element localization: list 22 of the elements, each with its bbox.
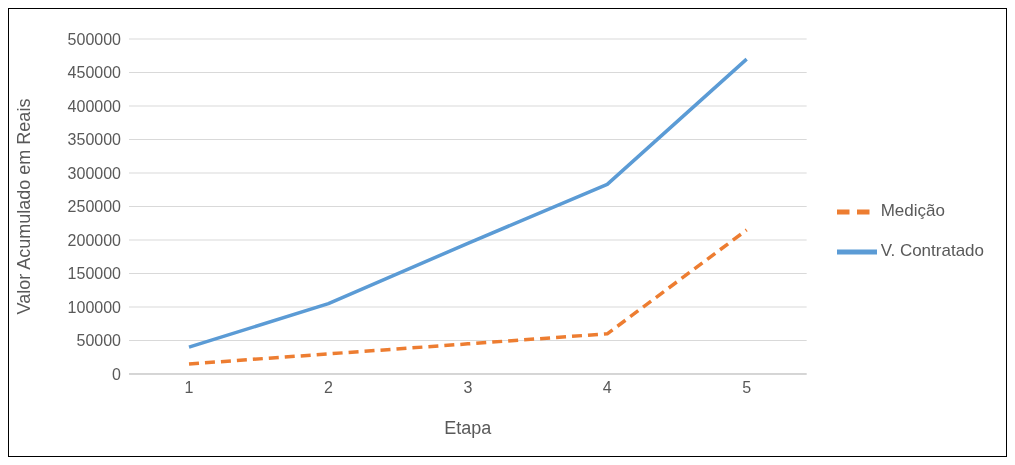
y-axis-title: Valor Acumulado em Reais bbox=[14, 98, 35, 315]
y-tick-label: 300000 bbox=[67, 164, 122, 182]
y-tick-label: 50000 bbox=[76, 332, 122, 350]
x-tick-label: 4 bbox=[602, 379, 612, 397]
y-tick-label: 400000 bbox=[67, 97, 122, 115]
x-tick-label: 2 bbox=[323, 379, 333, 397]
x-axis-title: Etapa bbox=[444, 418, 493, 438]
y-tick-label: 200000 bbox=[67, 231, 122, 249]
y-tick-label: 100000 bbox=[67, 298, 122, 316]
y-tick-label: 350000 bbox=[67, 131, 122, 149]
legend-label: Medição bbox=[880, 200, 945, 220]
y-tick-label: 250000 bbox=[67, 198, 122, 216]
x-tick-label: 3 bbox=[463, 379, 473, 397]
x-tick-label: 1 bbox=[184, 379, 194, 397]
line-series bbox=[187, 228, 749, 366]
line-series bbox=[187, 57, 749, 349]
y-tick-label: 0 bbox=[112, 365, 122, 383]
x-tick-label: 5 bbox=[742, 379, 752, 397]
legend-label: V. Contratado bbox=[880, 240, 984, 260]
y-tick-label: 450000 bbox=[67, 64, 122, 82]
y-tick-label: 150000 bbox=[67, 265, 122, 283]
y-tick-label: 500000 bbox=[67, 30, 122, 48]
